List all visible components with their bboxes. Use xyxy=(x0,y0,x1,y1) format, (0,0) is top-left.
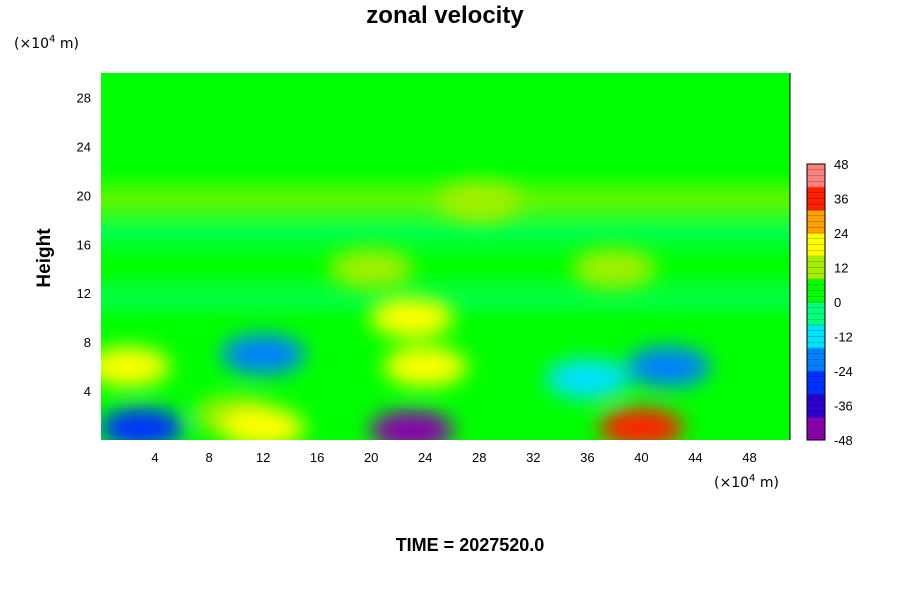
x-tick-label: 28 xyxy=(472,450,486,465)
x-tick-label: 4 xyxy=(151,450,158,465)
colorbar-tick-label: 36 xyxy=(834,192,848,207)
field-anomaly xyxy=(221,407,306,440)
y-tick-label: 28 xyxy=(77,90,91,105)
field-anomaly xyxy=(369,297,454,338)
x-axis-unit: (×104 m) xyxy=(714,473,779,491)
colorbar-tick-label: 48 xyxy=(834,157,848,172)
x-tick-label: 20 xyxy=(364,450,378,465)
x-tick-label: 36 xyxy=(580,450,594,465)
x-tick-labels: 4 8 12 16 20 24 28 32 36 40 44 48 xyxy=(151,450,756,465)
colorbar-tick-label: -12 xyxy=(834,330,853,345)
field-anomaly xyxy=(626,346,711,387)
colorbar-swatch xyxy=(807,348,825,372)
heatmap-field xyxy=(101,73,790,440)
time-label: TIME = 2027520.0 xyxy=(396,535,545,555)
colorbar-swatch xyxy=(807,187,825,211)
field-band xyxy=(101,293,790,306)
colorbar-swatch xyxy=(807,302,825,326)
colorbar-swatch xyxy=(807,325,825,349)
y-tick-label: 20 xyxy=(77,188,91,203)
y-tick-label: 12 xyxy=(77,286,91,301)
colorbar-frame xyxy=(806,163,826,441)
x-tick-label: 16 xyxy=(310,450,324,465)
colorbar-swatch xyxy=(807,417,825,441)
x-tick-label: 12 xyxy=(256,450,270,465)
colorbar-tick-label: 0 xyxy=(834,295,841,310)
y-tick-label: 8 xyxy=(84,335,91,350)
colorbar-tick-label: -48 xyxy=(834,433,853,448)
colorbar-swatch xyxy=(807,279,825,303)
x-tick-label: 8 xyxy=(205,450,212,465)
y-axis-unit: (×104 m) xyxy=(14,34,79,52)
colorbar-swatch xyxy=(807,210,825,234)
y-tick-label: 4 xyxy=(84,384,91,399)
heatmap-background xyxy=(101,73,790,440)
field-anomaly xyxy=(545,358,630,399)
colorbar xyxy=(806,163,826,441)
x-tick-label: 24 xyxy=(418,450,432,465)
y-tick-label: 24 xyxy=(77,139,91,154)
field-anomaly xyxy=(221,334,306,375)
chart-title: zonal velocity xyxy=(366,2,524,29)
colorbar-tick-label: -24 xyxy=(834,364,853,379)
colorbar-swatch xyxy=(807,233,825,257)
colorbar-tick-labels: 48 36 24 12 0 -12 -24 -36 -48 xyxy=(834,157,853,448)
field-anomaly xyxy=(101,346,171,387)
colorbar-swatch xyxy=(807,394,825,418)
field-anomaly xyxy=(383,346,468,387)
colorbar-tick-label: -36 xyxy=(834,399,853,414)
field-anomaly xyxy=(437,181,522,222)
y-tick-label: 16 xyxy=(77,237,91,252)
y-tick-labels: 4 8 12 16 20 24 28 xyxy=(77,90,91,399)
field-anomaly xyxy=(101,407,184,440)
field-anomaly xyxy=(599,407,684,440)
colorbar-tick-label: 12 xyxy=(834,261,848,276)
y-axis-label: Height xyxy=(34,228,55,288)
x-tick-label: 40 xyxy=(634,450,648,465)
colorbar-tick-label: 24 xyxy=(834,226,848,241)
field-anomaly xyxy=(369,410,454,440)
field-anomaly xyxy=(329,248,414,289)
colorbar-swatch xyxy=(807,256,825,280)
field-band xyxy=(101,224,790,240)
colorbar-swatch xyxy=(807,371,825,395)
field-band xyxy=(101,258,790,279)
field-band xyxy=(101,172,790,182)
x-tick-label: 32 xyxy=(526,450,540,465)
field-anomaly xyxy=(572,248,657,289)
x-tick-label: 48 xyxy=(742,450,756,465)
x-tick-label: 44 xyxy=(688,450,702,465)
colorbar-swatch xyxy=(807,164,825,188)
